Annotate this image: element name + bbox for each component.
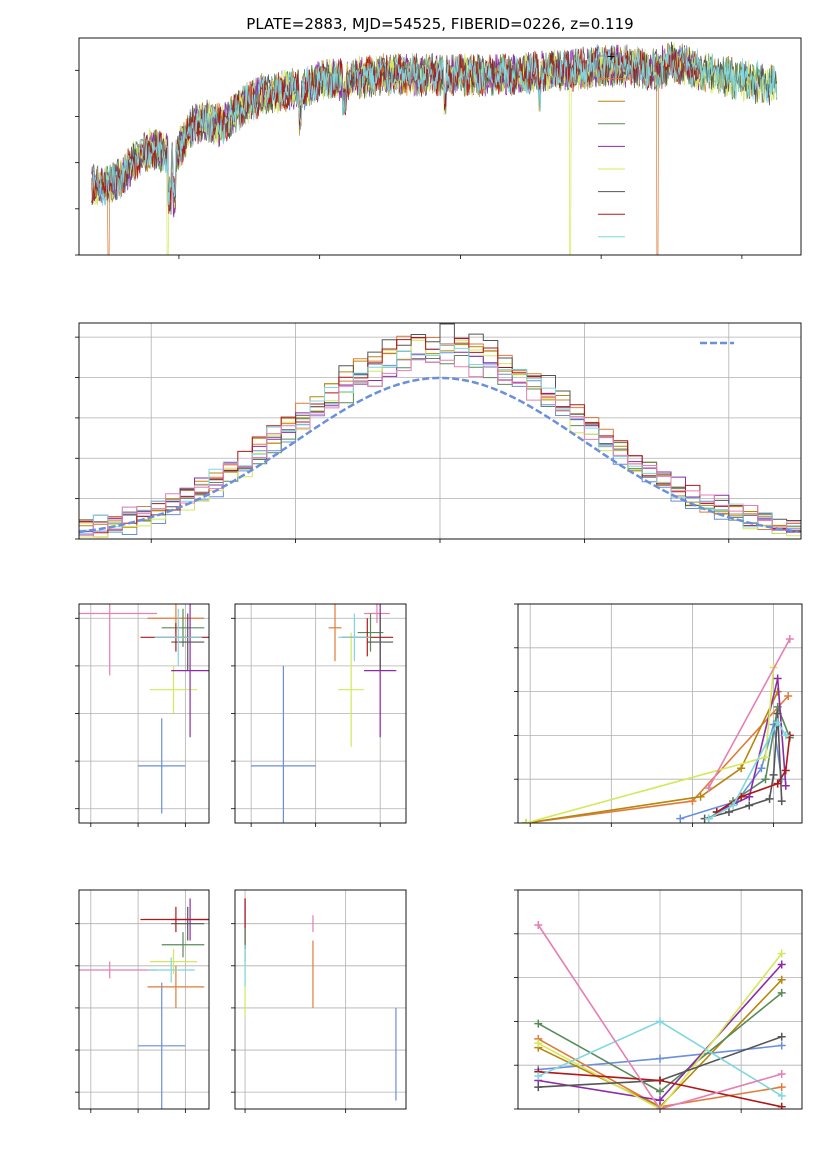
marker-plus [781, 731, 790, 740]
mass-vs-z-panel [75, 889, 210, 1113]
marker-plus [769, 770, 778, 779]
marker-plus [724, 808, 733, 817]
residuals-panel [75, 322, 802, 543]
axes-frame [78, 889, 210, 1110]
marker-plus [785, 635, 794, 644]
marker-plus [777, 975, 786, 984]
marker-plus [784, 691, 793, 700]
plot-area [91, 41, 778, 255]
plot-area [79, 323, 801, 538]
age-vs-mass-panel [231, 603, 407, 827]
marker-plus [534, 921, 543, 930]
marker-plus [534, 1039, 543, 1048]
plot-area [534, 921, 786, 1109]
marker-plus [737, 764, 746, 773]
histogram-chabrier-stelib [79, 323, 801, 531]
marker-plus [773, 779, 782, 788]
marker-plus [704, 783, 713, 792]
marker-plus [777, 1041, 786, 1050]
axes-frame [78, 603, 210, 824]
marker-plus [777, 1091, 786, 1100]
marker-plus [656, 1087, 664, 1096]
axes-frame [517, 889, 803, 1110]
marker-plus [777, 960, 786, 969]
marker-plus [656, 1105, 664, 1109]
marker-plus [656, 1017, 664, 1026]
axes-frame [234, 889, 407, 1110]
marker-plus [777, 1102, 786, 1109]
weight-series-kroupa-miles [525, 691, 779, 823]
weight-vs-z-panel [514, 889, 803, 1113]
marker-plus [781, 766, 790, 775]
marker-plus [777, 1069, 786, 1078]
mass-vs-ebv-panel [231, 889, 407, 1113]
marker-plus [781, 781, 790, 790]
marker-plus [773, 674, 782, 683]
marker-plus [522, 819, 531, 823]
marker-plus [534, 1083, 543, 1092]
axes-frame [78, 322, 802, 540]
marker-plus [773, 718, 782, 727]
marker-plus [676, 814, 685, 823]
marker-plus [704, 814, 713, 823]
marker-plus [757, 764, 766, 773]
weight-series-kroupa-elodie [537, 953, 783, 1109]
spectrum-series-salpeter-stelib [91, 44, 701, 214]
histogram-pink [79, 358, 801, 536]
marker-plus [777, 1032, 786, 1041]
histogram-chabrier-elodie [79, 355, 801, 532]
marker-plus [656, 1054, 664, 1063]
marker-plus [773, 709, 782, 718]
gaussian-curve [79, 376, 799, 534]
marker-plus [534, 1019, 543, 1028]
marker-plus [696, 792, 705, 801]
marker-plus [761, 753, 770, 762]
plot-area [244, 898, 397, 1101]
marker-plus [765, 794, 774, 803]
marker-plus [777, 1083, 786, 1092]
marker-plus [761, 775, 770, 784]
axes-frame [78, 37, 802, 256]
marker-plus [777, 797, 786, 806]
spectrum-series-kroupa-stelib [91, 43, 778, 206]
spectrum-panel: + [75, 37, 802, 259]
weight-series-pink [707, 638, 791, 789]
legend-marker: + [606, 50, 615, 63]
weight-series-pink [537, 924, 782, 1109]
axes-frame [517, 603, 803, 824]
plot-area [251, 604, 397, 823]
marker-plus [745, 801, 754, 810]
histogram-kroupa-stelib [79, 343, 801, 531]
marker-plus [534, 1072, 543, 1081]
age-vs-z-panel [75, 603, 210, 827]
figure-title: PLATE=2883, MJD=54525, FIBERID=0226, z=0… [246, 15, 633, 33]
axes-frame [234, 603, 407, 824]
marker-plus [656, 1076, 664, 1085]
marker-plus [729, 801, 738, 810]
plot-area [522, 635, 794, 823]
plot-area [79, 898, 209, 1109]
weight-vs-age-panel [514, 603, 803, 827]
plot-area [79, 604, 209, 814]
marker-plus [777, 949, 786, 958]
weight-series-kroupa-stelib [708, 720, 787, 820]
marker-plus [777, 988, 786, 997]
histogram-salpeter-elodie [79, 350, 801, 533]
marker-plus [656, 1096, 664, 1105]
